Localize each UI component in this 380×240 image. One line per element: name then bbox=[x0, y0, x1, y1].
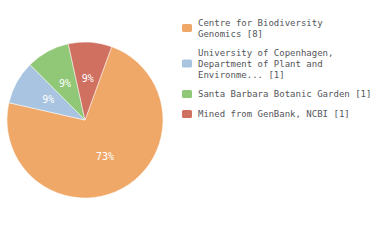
svg-text:Mined from GenBank, NCBI [1]: Mined from GenBank, NCBI [1] bbox=[198, 109, 350, 119]
svg-text:Department of Plant and: Department of Plant and bbox=[198, 59, 323, 69]
svg-text:University of Copenhagen,: University of Copenhagen, bbox=[198, 48, 333, 58]
svg-text:Santa Barbara Botanic Garden [: Santa Barbara Botanic Garden [1] bbox=[198, 89, 371, 99]
svg-text:9%: 9% bbox=[42, 94, 54, 105]
svg-text:9%: 9% bbox=[59, 78, 71, 89]
svg-text:73%: 73% bbox=[96, 151, 114, 162]
svg-text:Centre for Biodiversity: Centre for Biodiversity bbox=[198, 18, 323, 28]
svg-text:9%: 9% bbox=[82, 73, 94, 84]
svg-text:Environme... [1]: Environme... [1] bbox=[198, 70, 285, 80]
svg-text:Genomics [8]: Genomics [8] bbox=[198, 29, 263, 39]
